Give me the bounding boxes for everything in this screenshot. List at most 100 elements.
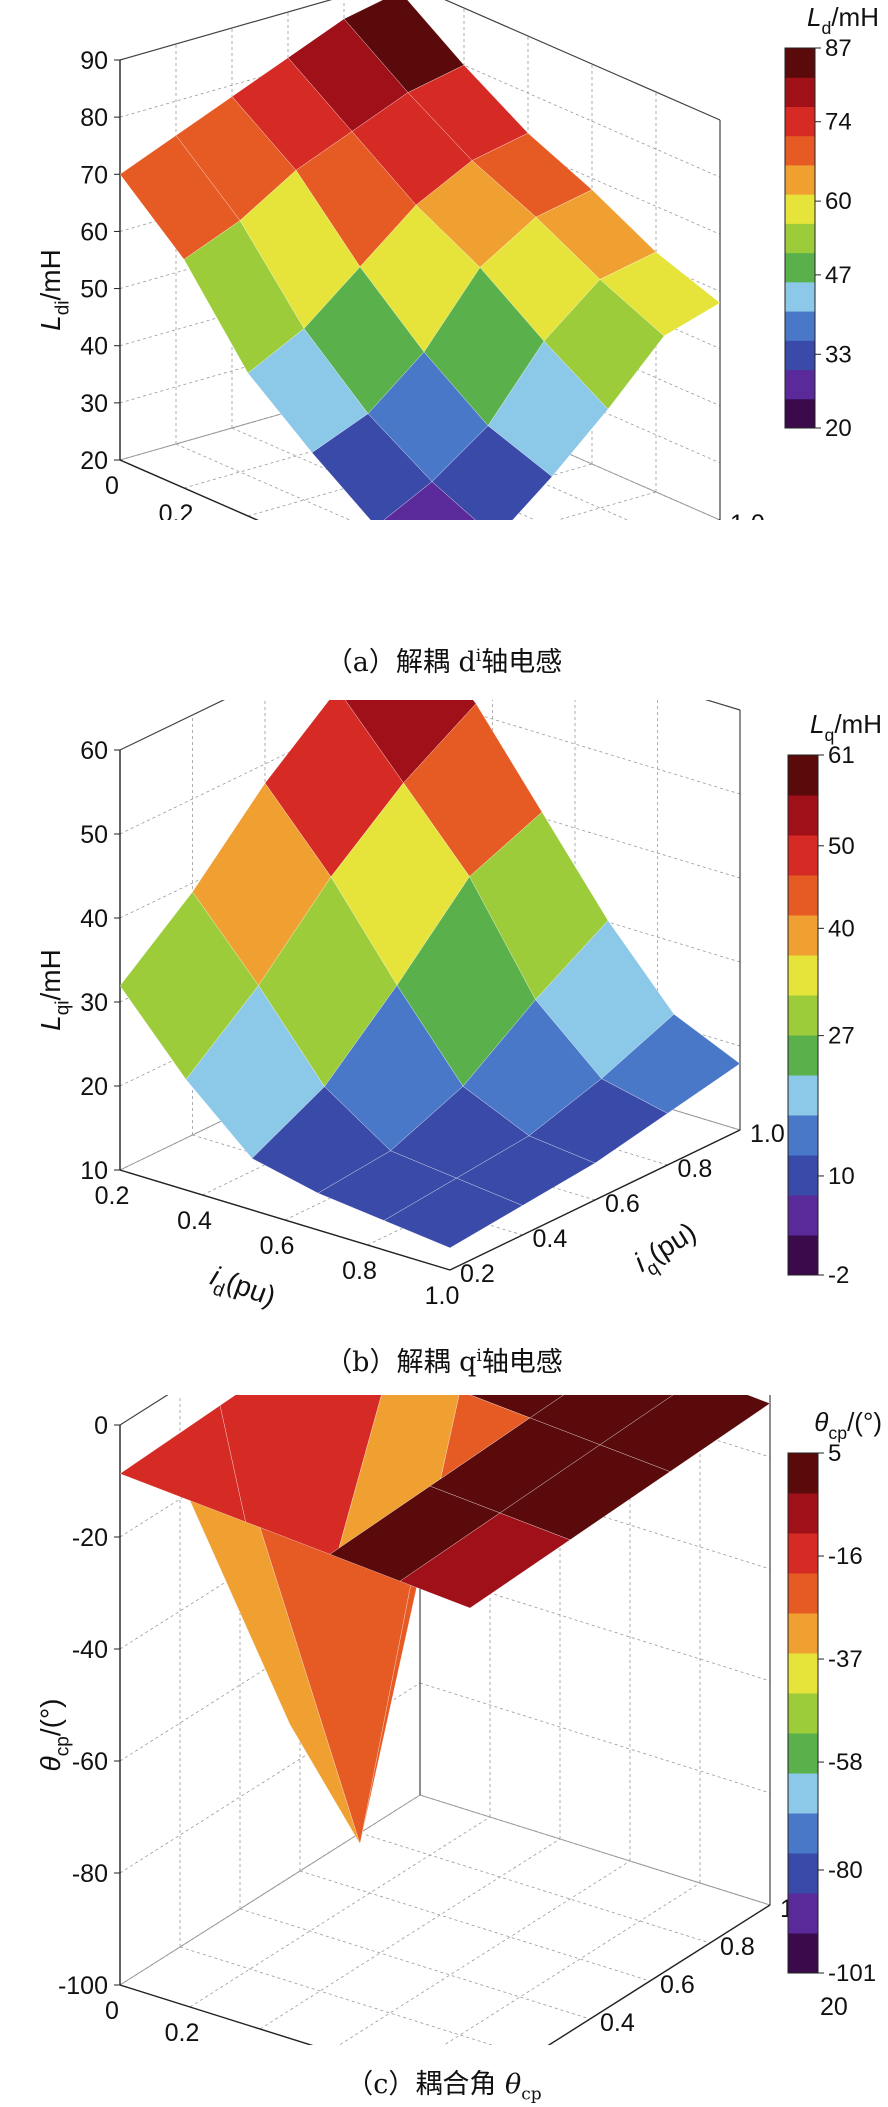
z-tick-label: 40: [80, 333, 108, 361]
colorbar-segment: [788, 1453, 818, 1494]
colorbar-segment: [788, 995, 818, 1036]
axis2-line: [449, 1129, 741, 1271]
floor-grid-line: [239, 1908, 591, 2020]
colorbar-segment: [785, 48, 815, 78]
wall-grid-line: [119, 1794, 421, 1986]
floor-grid-line: [329, 1860, 631, 2052]
colorbar-tick-label: -101: [828, 1960, 876, 1987]
axis1-tick-label: 0: [105, 1997, 119, 2025]
z-tick-label: 60: [80, 737, 108, 765]
axis1-tick-label: 0.4: [177, 1207, 212, 1235]
colorbar-tick-label: -16: [828, 1543, 863, 1570]
z-tick-label: 0: [94, 1412, 108, 1440]
surface-chart-a: 203040506070809000.20.40.60.81.000.20.40…: [35, 0, 879, 640]
axis1-tick-label: 1.0: [425, 1282, 460, 1310]
z-tick-label: -40: [72, 1636, 108, 1664]
colorbar-segment: [788, 795, 818, 836]
colorbar-segment: [785, 252, 815, 283]
caption-c: （c）耦合角 θcp: [0, 2062, 888, 2104]
caption-c-prefix: （c）耦合角: [346, 2069, 497, 2100]
colorbar-tick-label: 60: [825, 188, 852, 215]
axis2-tick-label: 0.8: [678, 1155, 713, 1183]
colorbar-segment: [788, 1115, 818, 1156]
axis1-tick-label: 0.8: [342, 1257, 377, 1285]
colorbar-tick-label: 5: [828, 1440, 841, 1467]
floor-outline: [118, 1794, 772, 2096]
colorbar-segment: [788, 1693, 818, 1734]
colorbar-frame: [787, 1452, 819, 1974]
z-tick-label: 20: [80, 447, 108, 475]
colorbar-segment: [788, 955, 818, 996]
z-tick-label: 50: [80, 821, 108, 849]
colorbar-segment: [785, 398, 815, 429]
caption-b-prefix: （b）解耦: [325, 1347, 451, 1378]
colorbar-segment: [788, 875, 818, 916]
colorbar-tick-label: 47: [825, 262, 852, 289]
colorbar-segment: [788, 1853, 818, 1894]
colorbar-tick-label: 87: [825, 35, 852, 62]
caption-a-prefix: （a）解耦: [325, 647, 450, 678]
colorbar-tick-label: -80: [828, 1857, 863, 1884]
colorbar-tick-label: 61: [828, 742, 855, 769]
axis1-tick-label: 0: [105, 472, 119, 500]
colorbar-segment: [788, 1573, 818, 1614]
colorbar-tick-label: 27: [828, 1023, 855, 1050]
floor-grid-line: [189, 1816, 491, 2008]
caption-b-suffix: 轴电感: [481, 1347, 563, 1378]
axis2-tick-label: 1.0: [750, 1120, 785, 1148]
caption-b-sup: i: [476, 1346, 482, 1366]
floor-grid-line: [175, 443, 497, 585]
colorbar-segment: [785, 194, 815, 224]
colorbar-segment: [788, 835, 818, 876]
colorbar-segment: [788, 1773, 818, 1814]
box-top-edge: [119, 0, 721, 121]
axis1-label: id(pu): [204, 1260, 280, 1319]
axis2-tick-label: 0.6: [605, 1190, 640, 1218]
z-tick-label: -100: [58, 1972, 108, 2000]
axis2-tick-label: 0.4: [533, 1225, 568, 1253]
floor-grid-line: [299, 1870, 651, 1982]
caption-a: （a）解耦 di轴电感: [0, 640, 888, 679]
z-tick-label: 10: [80, 1157, 108, 1185]
z-tick-label: 50: [80, 276, 108, 304]
axis1-line: [119, 1169, 451, 1271]
z-axis-label: Lqi/mH: [35, 949, 73, 1031]
colorbar-tick-label: -58: [828, 1749, 863, 1776]
wall-grid-line: [399, 36, 721, 178]
axis1-tick-label: 0.2: [159, 500, 194, 520]
axis2-tick-label: 1.0: [730, 510, 765, 520]
colorbar-segment: [788, 1035, 818, 1076]
z-axis-label: θcp/(°): [35, 1699, 73, 1772]
surface-chart-b: 1020304050600.20.40.60.81.00.20.40.60.81…: [35, 609, 882, 1319]
z-tick-label: -60: [72, 1748, 108, 1776]
axis2-tick-label: 0.4: [600, 2009, 635, 2037]
z-tick-label: 70: [80, 161, 108, 189]
caption-b: （b）解耦 qi轴电感: [0, 1340, 888, 1379]
caption-a-base: d: [458, 647, 476, 678]
chart-panel-b: 10 20 30 40 50 60 0.2 0.4 0.6 0.8 1.0 0.2 0.4 0.6 0.8 1…: [0, 609, 888, 1340]
z-tick-label: 90: [80, 47, 108, 75]
colorbar-tick-label: 20: [825, 415, 852, 442]
caption-b-base: q: [459, 1347, 477, 1378]
colorbar-segment: [788, 1533, 818, 1574]
z-tick-label: -80: [72, 1860, 108, 1888]
chart-panel-c: 0-20-40-60-80-10000.20.40.60.81.000.20.4…: [0, 1234, 888, 2107]
colorbar-segment: [788, 1155, 818, 1196]
surface-chart-c: 0-20-40-60-80-10000.20.40.60.81.000.20.4…: [35, 1234, 882, 2107]
axis1-tick-label: 0.6: [260, 1232, 295, 1260]
caption-c-theta: θ: [505, 2069, 522, 2100]
colorbar-tick-label: 74: [825, 109, 852, 136]
wall-grid-line: [419, 1794, 771, 1906]
z-tick-label: 20: [80, 1073, 108, 1101]
colorbar-segment: [785, 106, 815, 137]
axis1-tick-label: 0.2: [165, 2019, 200, 2045]
floor-grid-line: [179, 1946, 531, 2058]
colorbar-segment: [788, 1813, 818, 1854]
axis2-tick-label: 0.8: [720, 1933, 755, 1961]
colorbar-segment: [788, 1653, 818, 1694]
colorbar-segment: [788, 1195, 818, 1236]
z-tick-label: 30: [80, 989, 108, 1017]
z-tick-label: -20: [72, 1524, 108, 1552]
z-tick-label: 60: [80, 218, 108, 246]
colorbar-segment: [788, 915, 818, 956]
